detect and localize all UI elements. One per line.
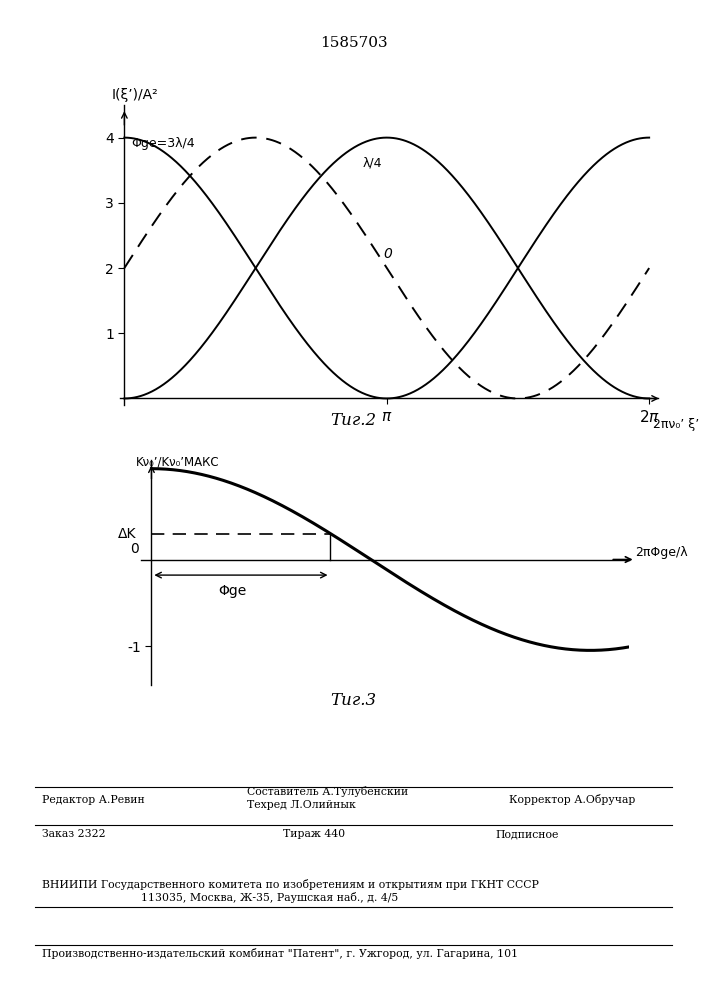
Text: 2πν₀’ ξ’: 2πν₀’ ξ’ [653,418,700,431]
Text: 0: 0 [130,542,139,556]
Text: Φge=3λ/4: Φge=3λ/4 [131,137,194,150]
Text: Тираж 440: Тираж 440 [283,829,345,839]
Text: 113035, Москва, Ж-35, Раушская наб., д. 4/5: 113035, Москва, Ж-35, Раушская наб., д. … [141,892,399,903]
Text: ΔK: ΔK [118,527,136,541]
Text: Заказ 2322: Заказ 2322 [42,829,106,839]
Text: Подписное: Подписное [495,829,559,839]
Text: Τиг.3: Τиг.3 [330,692,377,709]
Text: 2πΦge/λ: 2πΦge/λ [636,546,688,559]
Text: Φge: Φge [218,584,246,598]
Text: Kν₀’/Kν₀’МАКС: Kν₀’/Kν₀’МАКС [136,456,220,469]
Text: Производственно-издательский комбинат "Патент", г. Ужгород, ул. Гагарина, 101: Производственно-издательский комбинат "П… [42,948,518,959]
Text: Редактор А.Ревин: Редактор А.Ревин [42,795,145,805]
Text: Τиг.2: Τиг.2 [330,412,377,429]
Text: 1585703: 1585703 [320,36,387,50]
Text: Составитель А.Тулубенский: Составитель А.Тулубенский [247,786,409,797]
Text: 0: 0 [383,247,392,261]
Text: Техред Л.Олийнык: Техред Л.Олийнык [247,800,356,810]
Text: I(ξ’)/A²: I(ξ’)/A² [112,88,158,102]
Text: ВНИИПИ Государственного комитета по изобретениям и открытиям при ГКНТ СССР: ВНИИПИ Государственного комитета по изоб… [42,879,539,890]
Text: Корректор А.Обручар: Корректор А.Обручар [509,794,636,805]
Text: λ/4: λ/4 [363,157,382,170]
